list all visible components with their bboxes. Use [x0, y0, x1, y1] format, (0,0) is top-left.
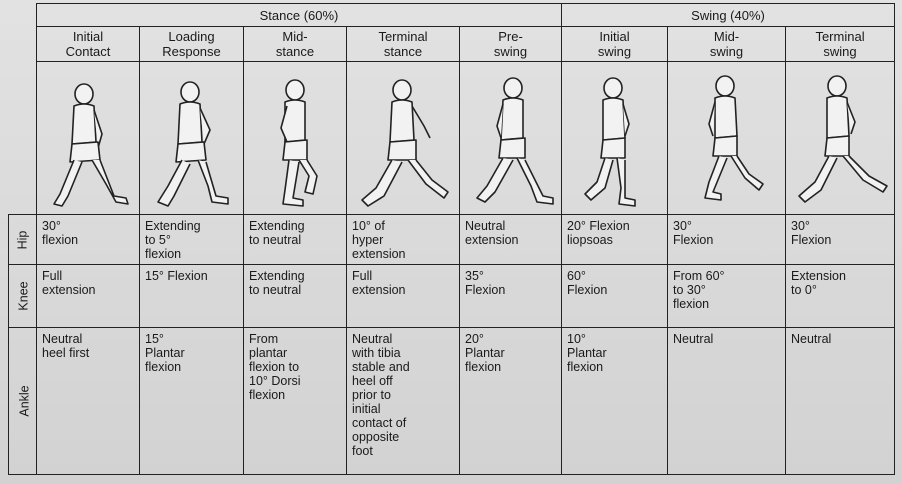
phase-label: Mid- stance	[275, 29, 315, 59]
hip-mid-stance: Extending to neutral	[243, 214, 347, 265]
knee-initial-swing: 60° Flexion	[561, 264, 668, 328]
ankle-pre-swing: 20° Plantar flexion	[459, 327, 562, 475]
walking-figure-loading-response	[156, 81, 229, 207]
row-label-ankle: Ankle	[8, 327, 37, 475]
figure-cell	[36, 61, 140, 215]
knee-row: Knee Full extension 15° Flexion Extendin…	[8, 264, 896, 328]
row-label-text: Ankle	[17, 385, 32, 417]
hip-terminal-stance: 10° of hyper extension	[346, 214, 460, 265]
knee-mid-stance: Extending to neutral	[243, 264, 347, 328]
phase-loading-response: Loading Response	[139, 26, 244, 62]
hip-initial-contact: 30° flexion	[36, 214, 140, 265]
figure-cell	[561, 61, 668, 215]
ankle-loading-response: 15° Plantar flexion	[139, 327, 244, 475]
ankle-row: Ankle Neutral heel first 15° Plantar fle…	[8, 327, 896, 475]
phase-mid-stance: Mid- stance	[243, 26, 347, 62]
knee-initial-contact: Full extension	[36, 264, 140, 328]
knee-pre-swing: 35° Flexion	[459, 264, 562, 328]
phase-terminal-stance: Terminal stance	[346, 26, 460, 62]
knee-terminal-swing: Extension to 0°	[784, 264, 896, 328]
figure-cell	[243, 61, 347, 215]
phase-label: Terminal swing	[815, 29, 865, 59]
phase-label: Pre- swing	[493, 29, 528, 59]
ankle-terminal-stance: Neutral with tibia stable and heel off p…	[346, 327, 460, 475]
phase-label: Initial Contact	[65, 29, 111, 59]
phase-group-row: Stance (60%) Swing (40%)	[8, 3, 896, 215]
walking-figure-terminal-stance	[361, 79, 449, 207]
hip-initial-swing: 20° Flexion liopsoas	[561, 214, 668, 265]
hip-mid-swing: 30° Flexion	[667, 214, 786, 265]
swing-group-header: Swing (40%)	[560, 3, 896, 27]
walking-figure-mid-swing	[703, 75, 764, 201]
knee-terminal-stance: Full extension	[346, 264, 460, 328]
phase-initial-swing: Initial swing	[561, 26, 668, 62]
row-label-text: Knee	[16, 281, 31, 311]
knee-mid-swing: From 60° to 30° flexion	[667, 264, 786, 328]
walking-figure-initial-contact	[53, 83, 129, 207]
walking-figure-terminal-swing	[798, 75, 888, 203]
ankle-initial-contact: Neutral heel first	[36, 327, 140, 475]
phase-label: Mid- swing	[709, 29, 744, 59]
phase-initial-contact: Initial Contact	[36, 26, 140, 62]
ankle-terminal-swing: Neutral	[784, 327, 896, 475]
gait-cycle-table: Stance (60%) Swing (40%) Initial Contact…	[8, 3, 896, 475]
figure-cell	[459, 61, 562, 215]
hip-terminal-swing: 30° Flexion	[784, 214, 896, 265]
figure-cell	[667, 61, 786, 215]
walking-figure-pre-swing	[475, 77, 554, 205]
ankle-mid-stance: From plantar flexion to 10° Dorsi flexio…	[243, 327, 347, 475]
figure-cell	[139, 61, 244, 215]
ankle-mid-swing: Neutral	[667, 327, 786, 475]
phase-name-row: Initial Contact Loading Response Mid- st…	[9, 26, 896, 62]
row-label-text: Hip	[15, 230, 30, 249]
corner-cell	[8, 3, 37, 215]
figure-cell	[346, 61, 460, 215]
figure-cell	[784, 61, 896, 215]
row-label-hip: Hip	[8, 214, 37, 265]
phase-label: Loading Response	[162, 29, 221, 59]
phase-terminal-swing: Terminal swing	[784, 26, 896, 62]
walking-figure-initial-swing	[583, 77, 636, 207]
row-label-knee: Knee	[8, 264, 37, 328]
phase-mid-swing: Mid- swing	[667, 26, 786, 62]
knee-loading-response: 15° Flexion	[139, 264, 244, 328]
hip-row: Hip 30° flexion Extending to 5° flexion …	[8, 214, 896, 265]
phase-label: Terminal stance	[378, 29, 428, 59]
stance-group-header: Stance (60%)	[36, 3, 562, 27]
phase-pre-swing: Pre- swing	[459, 26, 562, 62]
hip-pre-swing: Neutral extension	[459, 214, 562, 265]
ankle-initial-swing: 10° Plantar flexion	[561, 327, 668, 475]
walking-figure-mid-stance	[280, 79, 318, 207]
hip-loading-response: Extending to 5° flexion	[139, 214, 244, 265]
phase-label: Initial swing	[597, 29, 632, 59]
figure-row	[9, 61, 896, 215]
